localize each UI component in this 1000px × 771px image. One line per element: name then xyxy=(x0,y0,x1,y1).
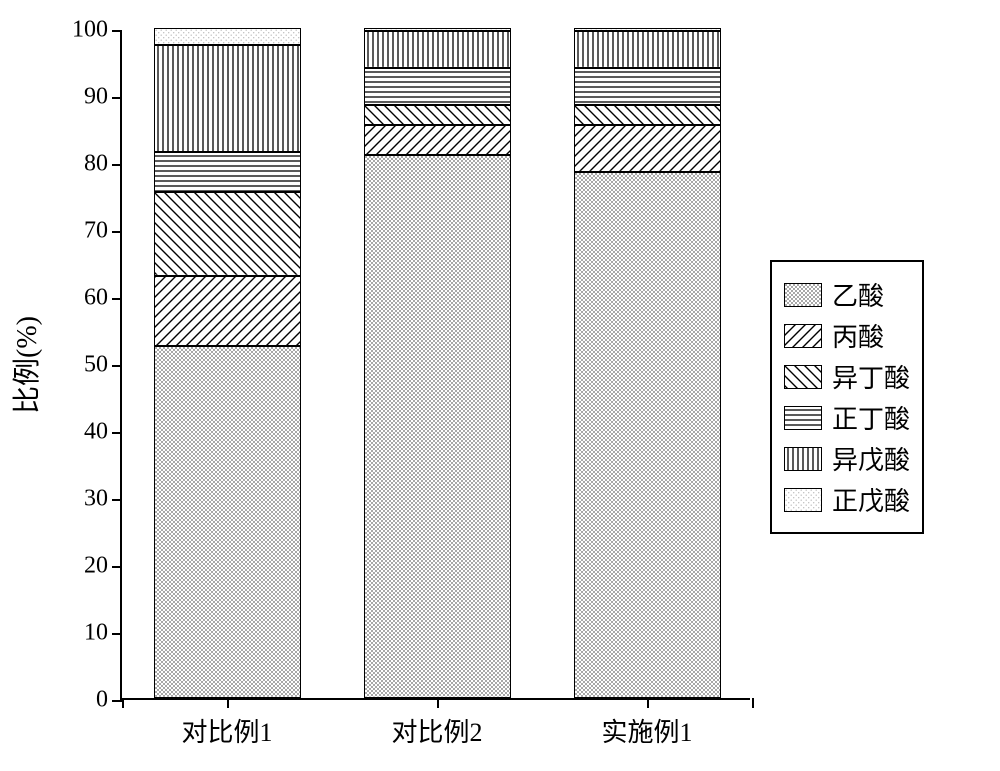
y-tick-label: 20 xyxy=(84,553,122,580)
y-tick-label: 60 xyxy=(84,285,122,312)
bar-segment-acetic xyxy=(154,346,301,698)
legend-label: 乙酸 xyxy=(832,276,884,313)
x-tick-label: 实施例1 xyxy=(601,698,692,749)
legend-label: 异戊酸 xyxy=(832,440,910,477)
bar-segment-isobutyric xyxy=(154,192,301,276)
legend-item-propionic: 丙酸 xyxy=(784,317,910,354)
bar-segment-nvaleric xyxy=(574,28,721,31)
bar-segment-acetic xyxy=(364,155,511,698)
legend-item-isobutyric: 异丁酸 xyxy=(784,358,910,395)
x-tick-edge xyxy=(752,698,754,708)
bar-segment-propionic xyxy=(154,276,301,346)
bar-segment-propionic xyxy=(364,125,511,155)
bar-segment-nvaleric xyxy=(364,28,511,31)
bar-group xyxy=(364,28,511,698)
legend-item-isovaleric: 异戊酸 xyxy=(784,440,910,477)
bar-segment-nbutyric xyxy=(154,152,301,192)
bar-segment-isobutyric xyxy=(574,105,721,125)
legend-swatch xyxy=(784,324,822,348)
legend-item-nvaleric: 正戊酸 xyxy=(784,481,910,518)
legend-item-acetic: 乙酸 xyxy=(784,276,910,313)
legend-label: 丙酸 xyxy=(832,317,884,354)
legend-label: 异丁酸 xyxy=(832,358,910,395)
y-tick-label: 100 xyxy=(72,17,122,44)
x-tick-label: 对比例2 xyxy=(391,698,482,749)
bar-segment-nvaleric xyxy=(154,28,301,45)
legend-label: 正戊酸 xyxy=(832,481,910,518)
stacked-bar-chart: 0102030405060708090100对比例1对比例2实施例1 比例(%)… xyxy=(0,0,1000,771)
legend-swatch xyxy=(784,283,822,307)
legend-swatch xyxy=(784,365,822,389)
x-tick-edge xyxy=(122,698,124,708)
y-tick-label: 80 xyxy=(84,151,122,178)
bar-segment-nbutyric xyxy=(364,68,511,105)
legend-box: 乙酸丙酸异丁酸正丁酸异戊酸正戊酸 xyxy=(770,260,924,534)
y-tick-label: 30 xyxy=(84,486,122,513)
bar-segment-isobutyric xyxy=(364,105,511,125)
legend-item-nbutyric: 正丁酸 xyxy=(784,399,910,436)
legend-label: 正丁酸 xyxy=(832,399,910,436)
x-tick-label: 对比例1 xyxy=(181,698,272,749)
y-tick-label: 40 xyxy=(84,419,122,446)
legend-swatch xyxy=(784,488,822,512)
bar-segment-nbutyric xyxy=(574,68,721,105)
bar-segment-acetic xyxy=(574,172,721,698)
y-tick-label: 70 xyxy=(84,218,122,245)
y-tick-label: 90 xyxy=(84,84,122,111)
y-tick-label: 50 xyxy=(84,352,122,379)
bar-group xyxy=(574,28,721,698)
bar-group xyxy=(154,28,301,698)
bar-segment-isovaleric xyxy=(574,31,721,68)
legend-swatch xyxy=(784,447,822,471)
y-tick-label: 10 xyxy=(84,620,122,647)
y-tick-label: 0 xyxy=(96,687,122,714)
y-axis-title: 比例(%) xyxy=(5,316,45,414)
bar-segment-propionic xyxy=(574,125,721,172)
legend-swatch xyxy=(784,406,822,430)
plot-area: 0102030405060708090100对比例1对比例2实施例1 xyxy=(120,30,750,700)
bar-segment-isovaleric xyxy=(154,45,301,152)
bar-segment-isovaleric xyxy=(364,31,511,68)
